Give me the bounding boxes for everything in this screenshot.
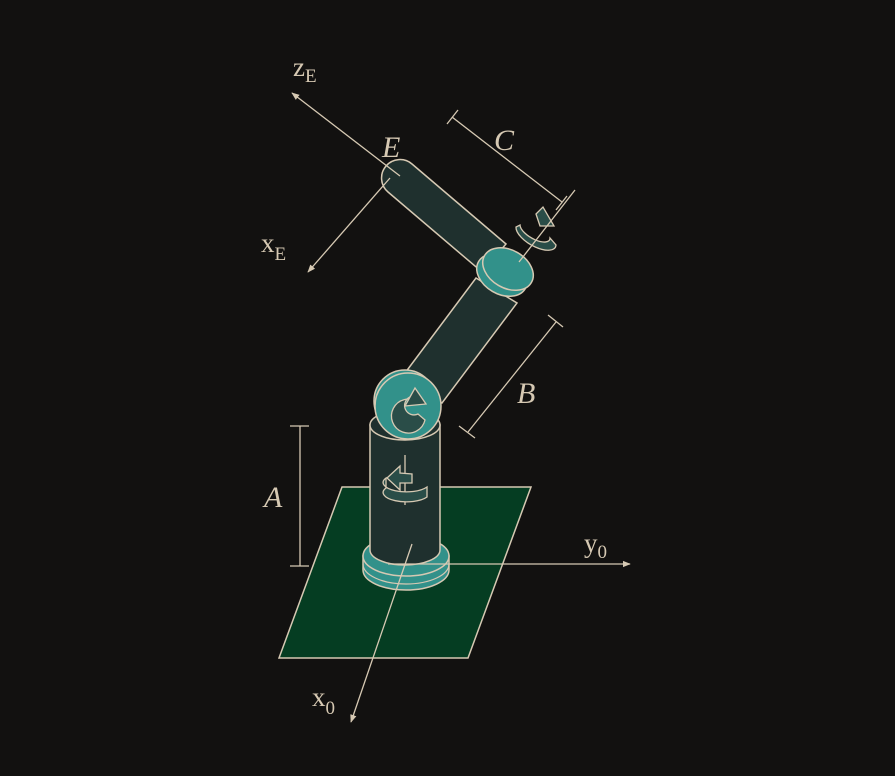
link-a-label: A [262, 481, 283, 514]
ze-label-main: z [293, 52, 305, 82]
x0-label-main: x [312, 682, 326, 712]
xe-label-sub: E [275, 244, 287, 265]
link-c-label: C [494, 124, 515, 157]
x0-label: x0 [312, 682, 335, 719]
rotation-arrow-icon [390, 386, 428, 434]
wrist-axis-line [518, 189, 576, 263]
wrist-joint [476, 246, 534, 298]
dimension-b [458, 314, 564, 439]
ze-axis [291, 92, 401, 177]
ze-label-sub: E [305, 66, 317, 87]
rotation-arrow-icon [515, 205, 557, 251]
rotation-arrow-icon [382, 464, 428, 503]
dimension-c [446, 109, 568, 211]
xe-label-main: x [261, 228, 275, 258]
y0-label: y0 [584, 528, 607, 563]
link-b-label: B [517, 377, 535, 410]
x0-label-sub: 0 [326, 698, 336, 719]
end-effector-label: E [381, 131, 400, 164]
x0-axis [350, 543, 413, 723]
link-c-segment [380, 158, 508, 274]
ze-label: zE [293, 52, 317, 87]
dimension-a [290, 425, 309, 567]
y0-label-sub: 0 [598, 542, 608, 563]
y0-label-main: y [584, 528, 598, 558]
xe-label: xE [261, 228, 286, 265]
xe-axis [307, 177, 391, 273]
